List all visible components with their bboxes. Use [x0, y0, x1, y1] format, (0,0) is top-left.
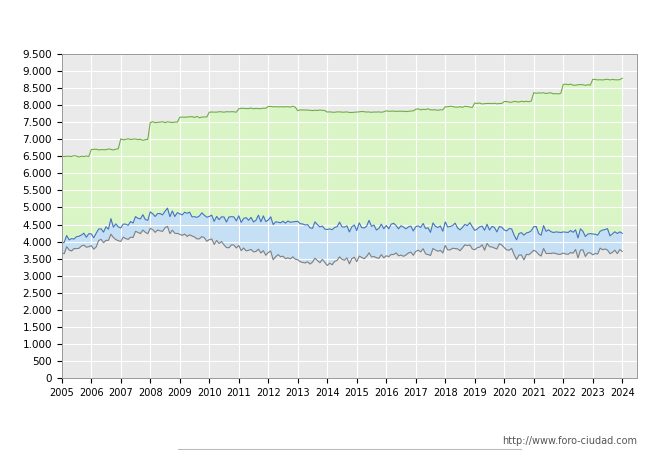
- Text: http://www.foro-ciudad.com: http://www.foro-ciudad.com: [502, 436, 637, 446]
- Text: Santa Coloma de Farners - Evolucion de la poblacion en edad de Trabajar Mayo de : Santa Coloma de Farners - Evolucion de l…: [34, 17, 616, 30]
- Legend: Ocupados, Parados, Hab. entre 16-64: Ocupados, Parados, Hab. entre 16-64: [177, 449, 521, 450]
